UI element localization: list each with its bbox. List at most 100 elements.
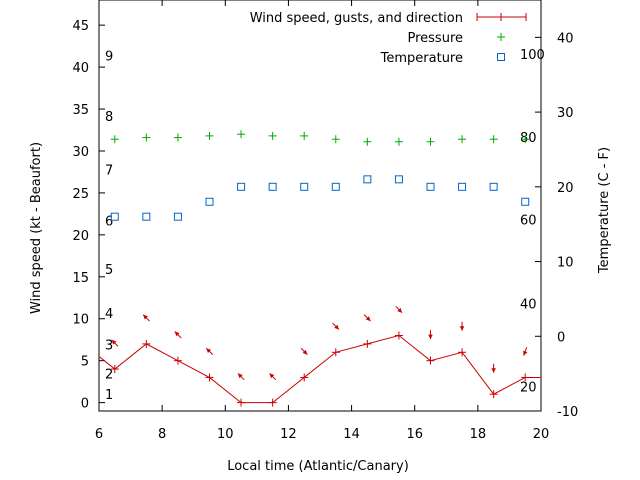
wind-direction-arrow — [428, 330, 433, 340]
temperature-point — [237, 182, 246, 191]
wind-point — [458, 348, 467, 357]
y2-tick-label: 30 — [557, 106, 574, 121]
y-tick-label: 25 — [72, 187, 89, 202]
beaufort-label: 7 — [105, 163, 113, 178]
temperature-point — [110, 212, 119, 221]
temperature-point — [142, 212, 151, 221]
beaufort-label: 3 — [105, 339, 113, 354]
wind-point — [237, 398, 246, 407]
wind-direction-arrow — [395, 305, 403, 314]
wind-point — [363, 339, 372, 348]
x-tick-label: 16 — [406, 427, 423, 442]
pressure-point — [173, 133, 182, 142]
pressure-point — [331, 135, 340, 144]
y-tick-label: 30 — [72, 145, 89, 160]
y-tick-label: 10 — [72, 313, 89, 328]
wind-direction-arrow — [491, 363, 496, 373]
wind-point — [110, 365, 119, 374]
pressure-point — [237, 130, 246, 139]
temperature-point — [489, 182, 498, 191]
beaufort-label: 9 — [105, 49, 113, 64]
y2-tick-label: -10 — [557, 405, 578, 420]
y-tick-label: 45 — [72, 19, 89, 34]
x-tick-label: 20 — [533, 427, 550, 442]
pressure-point — [142, 133, 151, 142]
x-tick-label: 12 — [280, 427, 297, 442]
beaufort-label: 1 — [105, 388, 113, 403]
plot-border — [98, 0, 542, 412]
temperature-point — [363, 175, 372, 184]
wind-direction-arrow — [300, 347, 308, 355]
wind-direction-arrow — [174, 331, 182, 339]
y-axis-label: Wind speed (kt - Beaufort) — [29, 142, 44, 314]
temperature-point — [173, 212, 182, 221]
temperature-point — [521, 197, 530, 206]
wind-point — [142, 339, 151, 348]
temperature-point — [331, 182, 340, 191]
wind-point — [173, 356, 182, 365]
x-tick-label: 18 — [470, 427, 487, 442]
x-tick-label: 8 — [158, 427, 166, 442]
wind-direction-arrow — [523, 347, 528, 356]
fahrenheit-label: 60 — [520, 214, 537, 229]
wind-point — [489, 390, 498, 399]
temperature-point — [426, 182, 435, 191]
pressure-point — [521, 135, 530, 144]
x-axis-label: Local time (Atlantic/Canary) — [227, 459, 409, 474]
x-tick-label: 6 — [95, 427, 103, 442]
pressure-point — [205, 131, 214, 140]
wind-point — [426, 356, 435, 365]
fahrenheit-label: 100 — [520, 48, 545, 63]
axes-layer: 6 8 10 12 14 16 18 20051015202530354045-1001020… — [72, 0, 578, 442]
legend-label-pressure: Pressure — [407, 31, 463, 46]
y-tick-label: 5 — [81, 355, 89, 370]
x-tick-label: 14 — [343, 427, 360, 442]
wind-point — [268, 398, 277, 407]
legend-swatch-temperature — [497, 53, 505, 61]
wind-direction-arrow — [269, 373, 277, 381]
wind-direction-arrow — [332, 322, 340, 330]
y2-tick-label: 20 — [557, 181, 574, 196]
wind-point — [394, 331, 403, 340]
wind-point — [300, 373, 309, 382]
wind-direction-arrow — [111, 339, 119, 347]
pressure-point — [489, 135, 498, 144]
wind-direction-arrow — [363, 314, 371, 322]
temperature-point — [268, 182, 277, 191]
wind-point — [331, 348, 340, 357]
y-tick-label: 35 — [72, 103, 89, 118]
temperature-point — [205, 197, 214, 206]
y2-tick-label: 0 — [557, 330, 565, 345]
wind-direction-arrow — [237, 373, 245, 381]
fahrenheit-label: 80 — [520, 131, 537, 146]
y-tick-label: 0 — [81, 397, 89, 412]
pressure-point — [300, 131, 309, 140]
pressure-point — [394, 137, 403, 146]
legend-label-wind: Wind speed, gusts, and direction — [250, 11, 463, 26]
wind-point — [205, 373, 214, 382]
wind-direction-arrow — [205, 347, 214, 355]
legend: Wind speed, gusts, and direction Pressure… — [250, 11, 527, 66]
pressure-point — [110, 135, 119, 144]
temperature-point — [300, 182, 309, 191]
y-tick-label: 20 — [72, 229, 89, 244]
wind-speed-line — [99, 334, 541, 404]
temperature-point — [394, 175, 403, 184]
fahrenheit-label: 20 — [520, 380, 537, 395]
wind-point — [521, 373, 530, 382]
beaufort-label: 6 — [105, 215, 113, 230]
y-tick-label: 15 — [72, 271, 89, 286]
pressure-point — [268, 131, 277, 140]
y2-tick-label: 10 — [557, 256, 574, 271]
series-layer — [99, 130, 541, 407]
wind-direction-arrow — [459, 321, 465, 331]
y2-axis-label: Temperature (C - F) — [597, 147, 612, 274]
beaufort-label: 8 — [105, 110, 113, 125]
beaufort-label: 5 — [105, 263, 113, 278]
x-tick-label: 10 — [217, 427, 234, 442]
y-tick-label: 40 — [72, 61, 89, 76]
pressure-point — [458, 135, 467, 144]
beaufort-label: 4 — [105, 307, 113, 322]
fahrenheit-label: 40 — [520, 297, 537, 312]
